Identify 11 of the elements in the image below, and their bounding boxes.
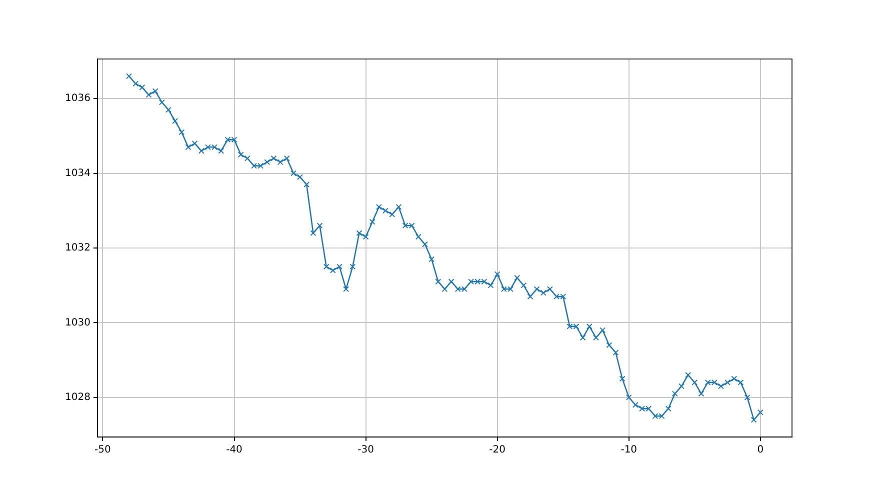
- x-tick-label: -10: [620, 444, 638, 456]
- x-tick-label: -40: [226, 444, 242, 456]
- x-tick-label: -20: [489, 444, 506, 456]
- x-tick-label: -30: [358, 444, 374, 456]
- y-tick-label: 1030: [64, 317, 90, 328]
- y-tick-label: 1036: [64, 93, 90, 104]
- y-tick-label: 1028: [64, 392, 90, 403]
- x-tick-label: 0: [757, 444, 764, 456]
- x-tick-label: -50: [94, 444, 111, 456]
- y-tick-label: 1034: [64, 168, 90, 179]
- y-tick-label: 1032: [64, 242, 90, 254]
